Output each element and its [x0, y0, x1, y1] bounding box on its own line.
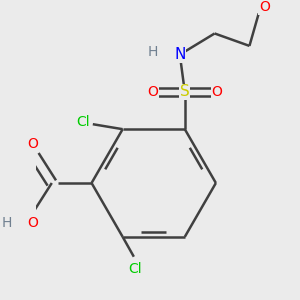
- Text: Cl: Cl: [128, 262, 142, 276]
- Text: S: S: [180, 84, 190, 99]
- Text: O: O: [28, 216, 39, 230]
- Text: Cl: Cl: [76, 115, 90, 129]
- Text: O: O: [147, 85, 158, 99]
- Text: O: O: [259, 0, 270, 14]
- Text: O: O: [28, 137, 39, 152]
- Text: O: O: [212, 85, 223, 99]
- Text: N: N: [174, 47, 185, 62]
- Text: H: H: [147, 45, 158, 59]
- Text: H: H: [2, 216, 12, 230]
